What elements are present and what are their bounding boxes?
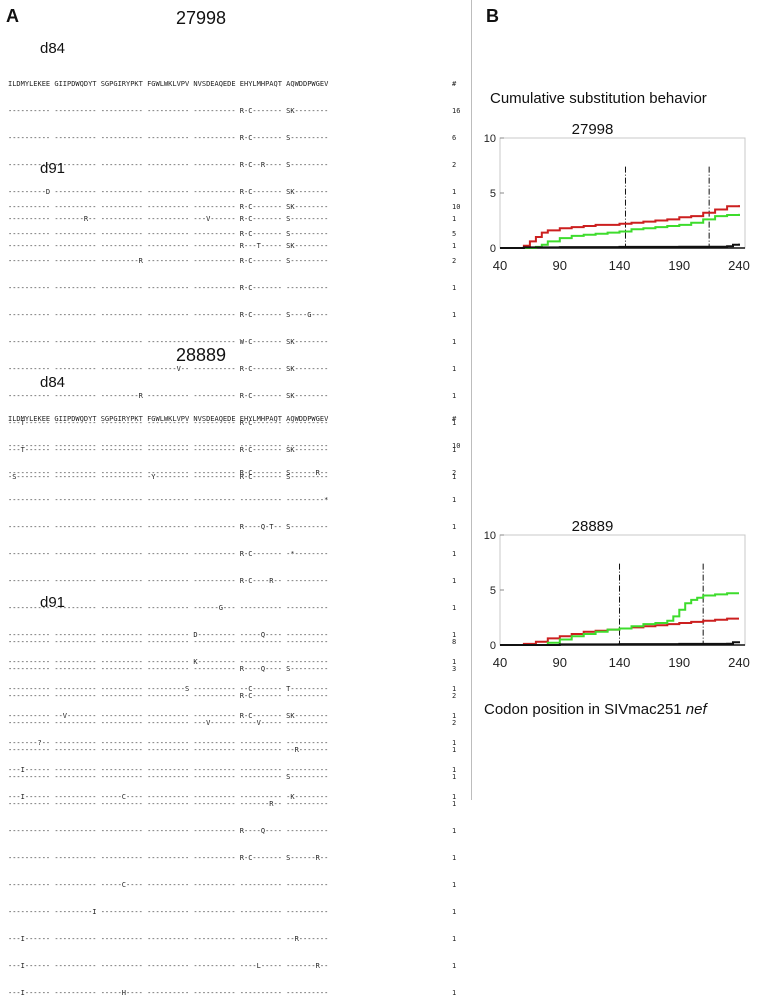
x-tick-label: 90 [553, 258, 567, 273]
chart-27998: 27998 0 5 10 40 90 140 190 240 [480, 118, 760, 298]
alignment-row: ---------- ---------- ---------R -------… [8, 392, 457, 400]
alignment-block-27998-d91: ---------- ---------- ---------- -------… [8, 185, 463, 491]
count-header: # [452, 415, 457, 423]
count-header: # [452, 80, 457, 88]
y-tick-label: 5 [490, 188, 496, 200]
y-tick-label: 10 [484, 133, 496, 145]
x-tick-label: 40 [493, 655, 507, 670]
chart-28889-svg: 28889 0 5 10 40 90 140 190 240 [484, 518, 750, 670]
y-tick-label: 0 [490, 243, 496, 255]
chart-title: 27998 [572, 121, 614, 138]
alignment-row: ---------- ---------- ---------- -------… [8, 638, 457, 646]
alignment-row: ---------- ---------- -----C---- -------… [8, 881, 457, 889]
alignment-row: ---------- ---------- ---------- -------… [8, 719, 457, 727]
panel-a-letter: A [6, 6, 19, 26]
alignment-row: ---I------ ---------- ---------- -------… [8, 766, 457, 774]
alignment-row: ---------- ---------- ---------- -------… [8, 230, 457, 238]
panel-divider [471, 0, 472, 800]
alignment-row: ---------- ---------- ---------R -------… [8, 257, 457, 265]
alignment-row: ---------- ---------- ---------- -------… [8, 242, 457, 250]
alignment-row: ---------- ---------- ---------- -------… [8, 577, 457, 585]
alignment-row: ---------D ---------- ---------- -------… [8, 188, 457, 196]
alignment-row: ---------- ---------- ---------- -------… [8, 854, 457, 862]
panel-b-letter: B [486, 6, 499, 26]
series-line-black [500, 243, 740, 249]
alignment-block-28889-d91: ---------- ---------- ---------- -------… [8, 620, 463, 1007]
x-tick-label: 190 [668, 655, 690, 670]
alignment-row: ---T------ ---------- ---------- -------… [8, 419, 457, 427]
alignment-row: ---------- ---------- ---------- -------… [8, 284, 457, 292]
animal-title-27998: 27998 [176, 8, 227, 28]
alignment-row: ---------- --V------- ---------- -------… [8, 712, 457, 720]
alignment-row: ---------- ---------- ---------- -------… [8, 469, 457, 477]
alignment-row: ---------- ---------- ---------- -------… [8, 631, 457, 639]
day-label-28889-d91: d91 [40, 594, 66, 611]
alignment-row: ---I------ ---------- ---------- -------… [8, 962, 457, 970]
day-label-27998-d84: d84 [40, 40, 66, 57]
alignment-block-27998-d84: ILDMYLEKEE GIIPDWQDYT SGPGIRYPKT FGWLWKL… [8, 62, 463, 260]
alignment-row: ---------- ---------- ---------- -------… [8, 773, 457, 781]
chart-27998-svg: 27998 0 5 10 40 90 140 190 240 [484, 121, 750, 273]
alignment-row: ---------- ---------- ---------- -------… [8, 746, 457, 754]
alignment-block-28889-d84: ILDMYLEKEE GIIPDWQDYT SGPGIRYPKT FGWLWKL… [8, 397, 463, 811]
alignment-row: ---------- ---------- ---------- -------… [8, 338, 457, 346]
x-tick-label: 240 [728, 258, 750, 273]
alignment-row: ---I------ ---------- -----C---- -------… [8, 793, 457, 801]
alignment-row: ---------- ---------- ---------- -------… [8, 442, 461, 450]
alignment-row: ---------- ---------- ---------- -------… [8, 203, 461, 211]
y-tick-label: 5 [490, 585, 496, 597]
alignment-row: ---------- ---------- ---------- -------… [8, 692, 457, 700]
x-axis-caption-gene: nef [685, 701, 707, 718]
chart-title: 28889 [572, 518, 614, 535]
alignment-row: ---------- ---------I ---------- -------… [8, 908, 457, 916]
alignment-row: ---T------ ---------- ---------- -------… [8, 446, 457, 454]
alignment-row: ---------- ---------- ---------- -------… [8, 365, 457, 373]
alignment-header-row: ILDMYLEKEE GIIPDWQDYT SGPGIRYPKT FGWLWKL… [8, 80, 463, 89]
alignment-row: ---------- ---------- ---------- -------… [8, 800, 457, 808]
x-axis-caption: Codon position in SIVmac251 nef [484, 701, 707, 718]
alignment-row: -S-------- ---------- ---------- -Y-----… [8, 473, 457, 481]
alignment-row: ---------- ---------- ---------- -------… [8, 523, 457, 531]
day-label-27998-d91: d91 [40, 160, 66, 177]
x-tick-label: 90 [553, 655, 567, 670]
panel-b-caption: Cumulative substitution behavior [490, 90, 707, 107]
x-tick-label: 140 [609, 258, 631, 273]
alignment-row: ---I------ ---------- -----H---- -------… [8, 989, 457, 997]
alignment-row: ---I------ ---------- ---------- -------… [8, 935, 457, 943]
alignment-row: -------?-- ---------- ---------- -------… [8, 739, 457, 747]
reference-sequence: ILDMYLEKEE GIIPDWQDYT SGPGIRYPKT FGWLWKL… [8, 415, 329, 423]
day-label-28889-d84: d84 [40, 374, 66, 391]
alignment-row: ---------- ---------- ---------- -------… [8, 550, 457, 558]
x-axis-caption-text: Codon position in SIVmac251 [484, 701, 686, 718]
series-line-green [500, 213, 740, 249]
y-tick-label: 0 [490, 640, 496, 652]
x-tick-label: 40 [493, 258, 507, 273]
alignment-row: ---------- ---------- ---------- -------… [8, 161, 457, 169]
alignment-header-row: ILDMYLEKEE GIIPDWQDYT SGPGIRYPKT FGWLWKL… [8, 415, 463, 424]
y-tick-label: 10 [484, 530, 496, 542]
x-tick-label: 140 [609, 655, 631, 670]
chart-28889: 28889 0 5 10 40 90 140 190 240 [480, 515, 760, 695]
alignment-row: ---------- ---------- ---------- -------… [8, 311, 457, 319]
alignment-row: ---------- ---------- ---------- -------… [8, 604, 457, 612]
series-line-green [500, 592, 739, 646]
alignment-row: ---------- ---------- ---------- -------… [8, 827, 457, 835]
x-tick-label: 240 [728, 655, 750, 670]
alignment-row: ---------- ---------- ---------- -------… [8, 658, 457, 666]
series-line-black [500, 641, 740, 646]
alignment-row: ---------- ---------- ---------- -------… [8, 496, 457, 504]
plot-frame [499, 137, 746, 249]
x-tick-label: 190 [668, 258, 690, 273]
animal-title-28889: 28889 [176, 345, 227, 365]
series-line-red [500, 205, 740, 249]
alignment-row: ---------- ---------- ---------- -------… [8, 665, 457, 673]
alignment-row: ---------- ---------- ---------- -------… [8, 107, 461, 115]
plot-frame [499, 534, 746, 646]
alignment-row: ---------- -------R-- ---------- -------… [8, 215, 457, 223]
reference-sequence: ILDMYLEKEE GIIPDWQDYT SGPGIRYPKT FGWLWKL… [8, 80, 329, 88]
alignment-row: ---------- ---------- ---------- -------… [8, 685, 457, 693]
alignment-row: ---------- ---------- ---------- -------… [8, 134, 457, 142]
